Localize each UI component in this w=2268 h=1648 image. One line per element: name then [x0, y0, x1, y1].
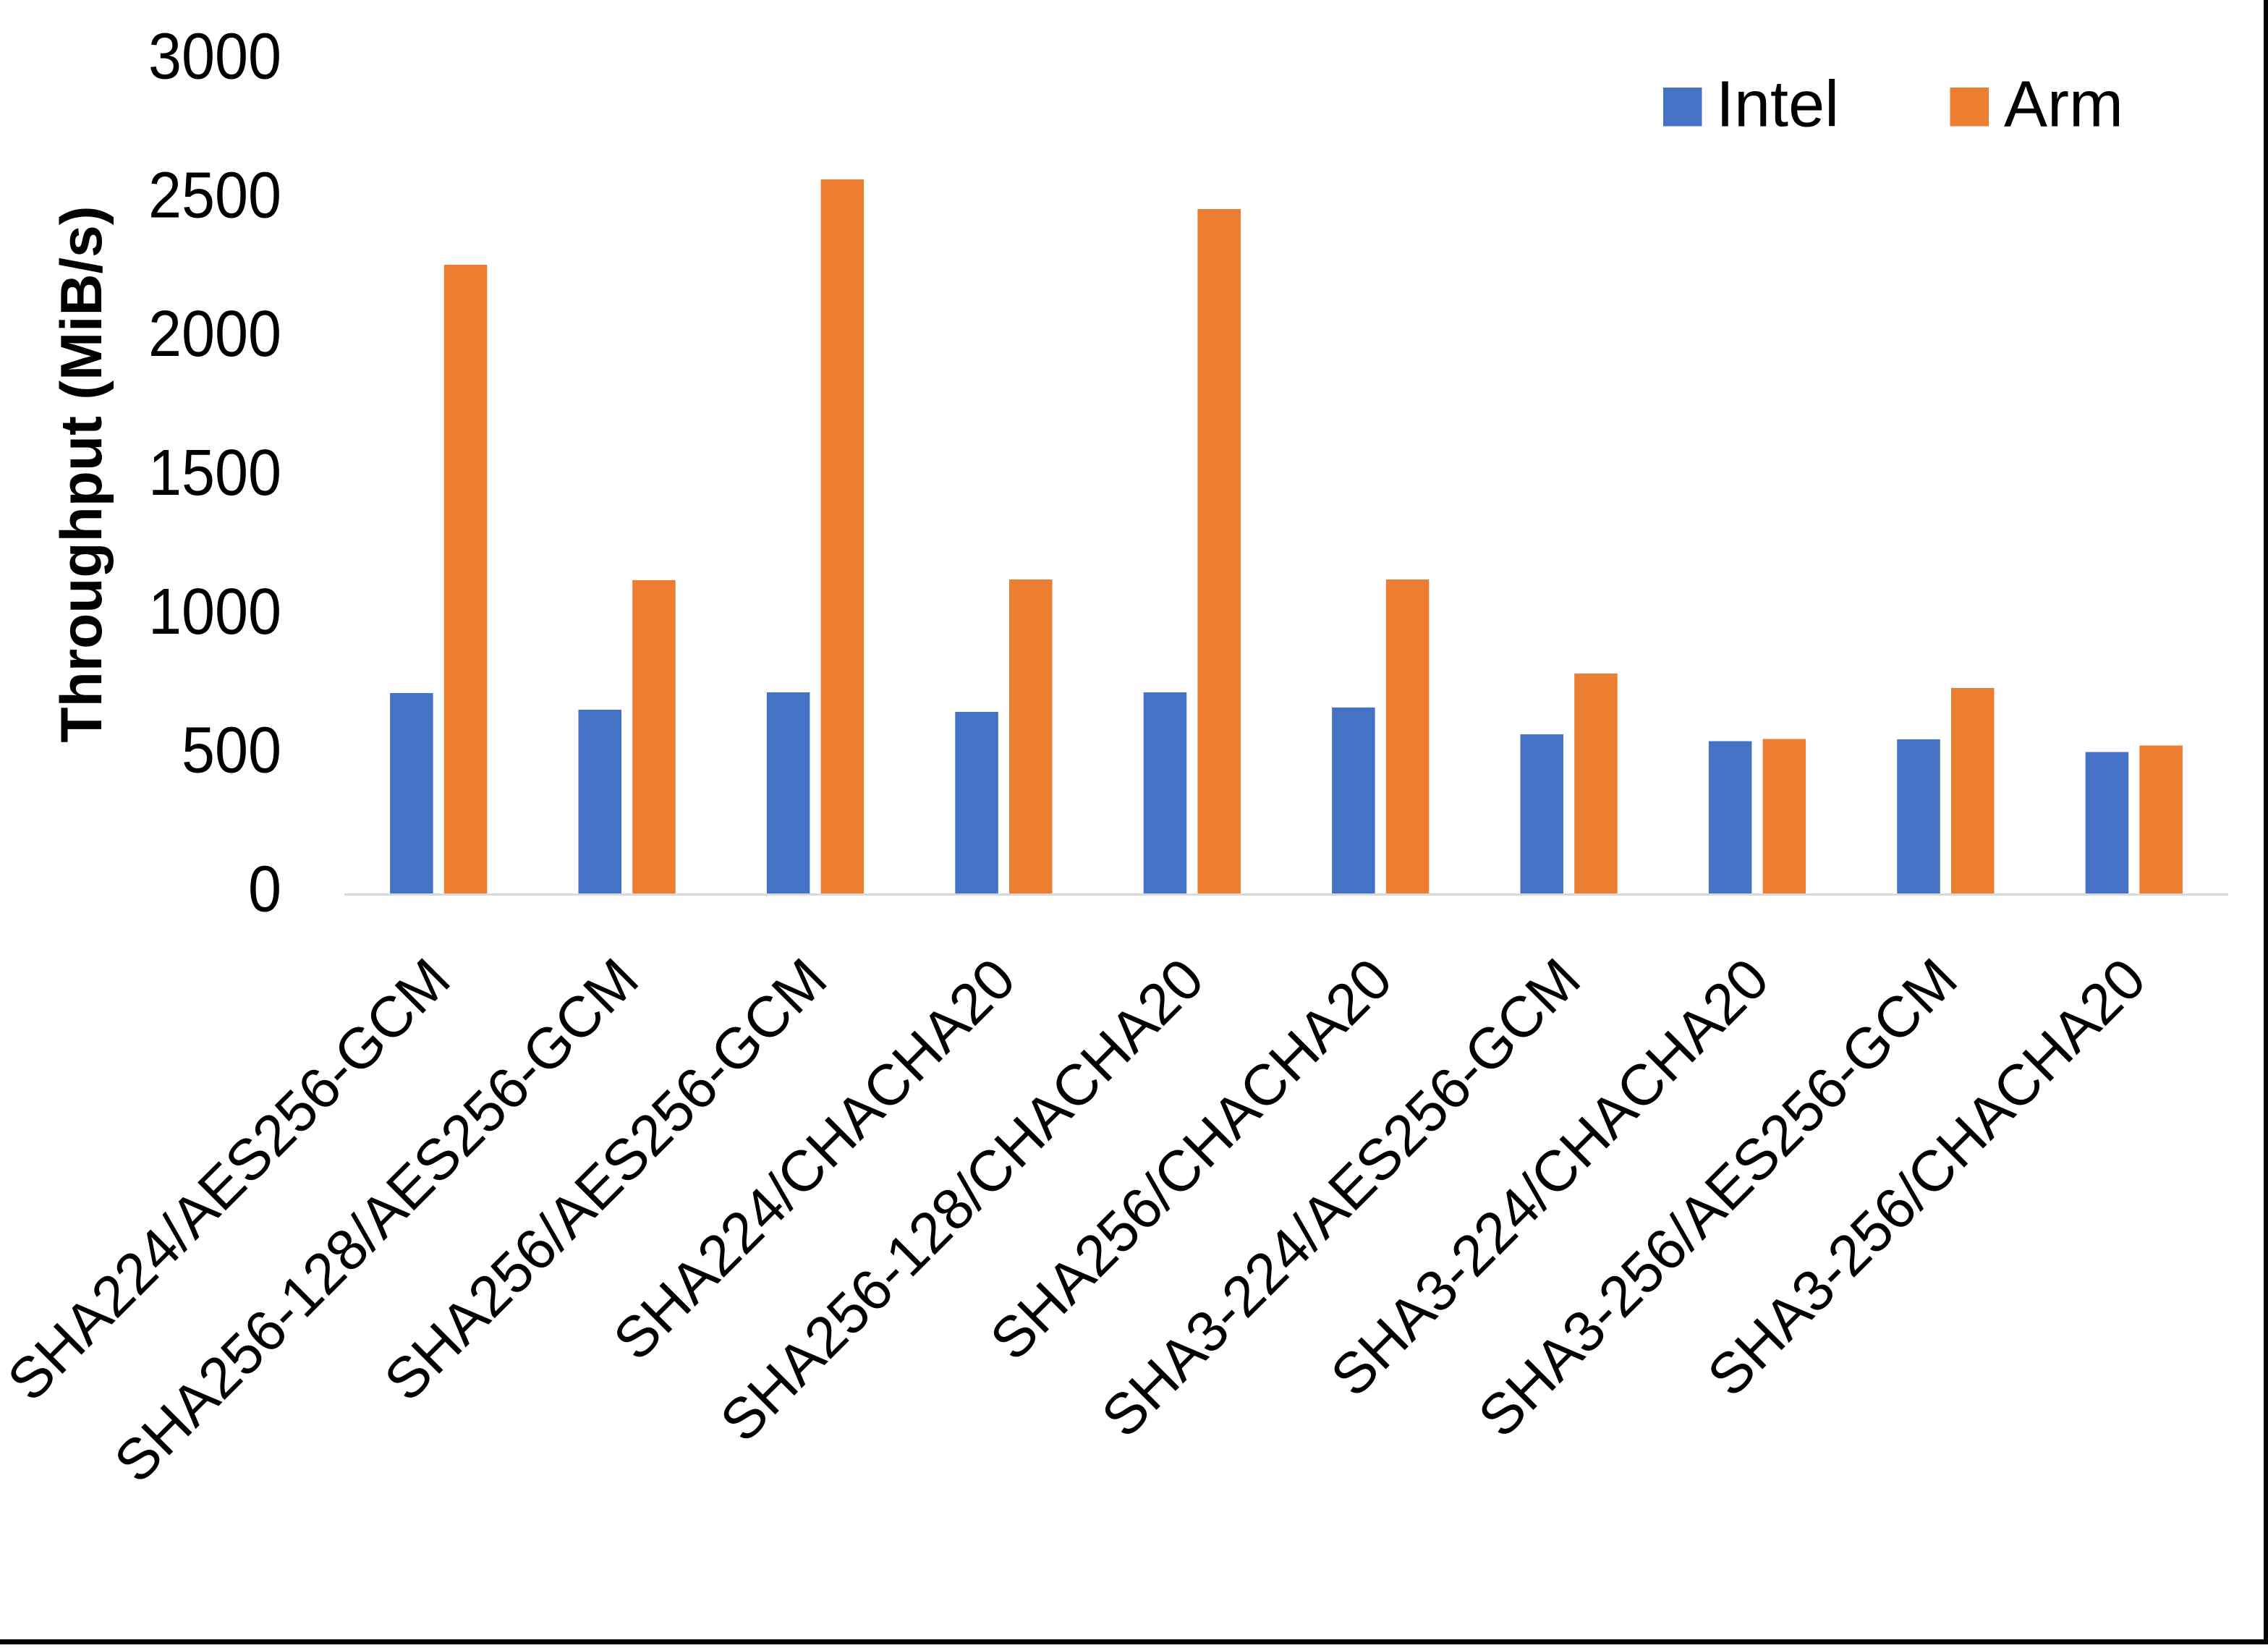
svg-text:Throughput (MiB/s): Throughput (MiB/s): [49, 205, 114, 742]
svg-text:1000: 1000: [148, 576, 281, 648]
svg-text:1500: 1500: [148, 437, 281, 509]
svg-text:2000: 2000: [148, 298, 281, 370]
svg-text:Intel: Intel: [1716, 69, 1839, 141]
svg-text:500: 500: [182, 715, 281, 787]
svg-text:Arm: Arm: [2004, 69, 2123, 141]
svg-text:0: 0: [248, 854, 281, 926]
svg-text:3000: 3000: [148, 21, 281, 93]
svg-text:2500: 2500: [148, 159, 281, 232]
